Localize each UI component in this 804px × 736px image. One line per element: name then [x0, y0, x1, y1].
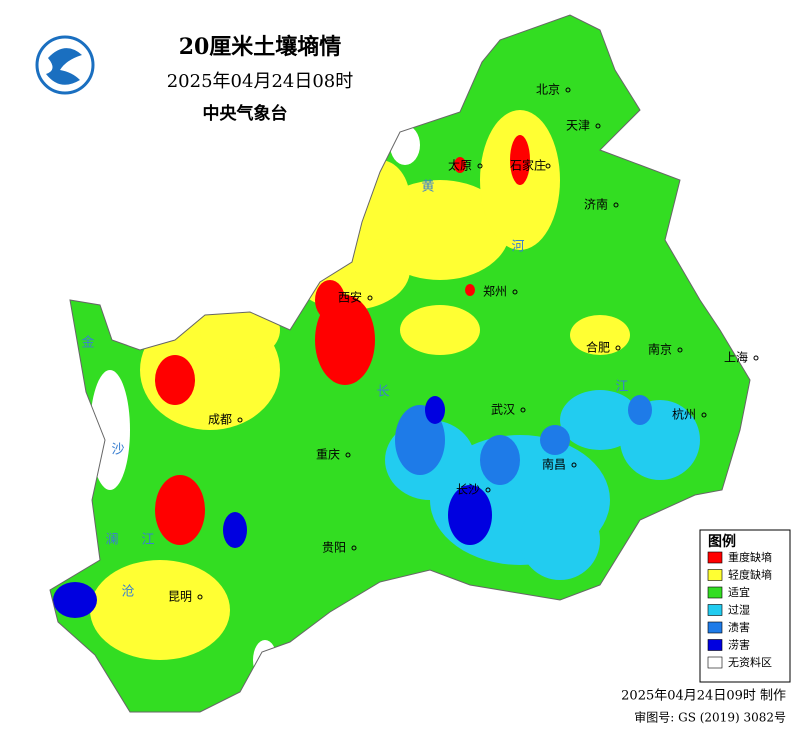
agency: 中央气象台 — [203, 103, 288, 124]
city-label: 太原 — [448, 158, 472, 173]
too-wet — [560, 390, 640, 450]
too-wet — [520, 500, 600, 580]
city-label: 成都 — [208, 413, 232, 427]
city-dot — [753, 355, 759, 361]
severe-drought — [155, 475, 205, 545]
city-dot — [367, 295, 373, 301]
city-dot — [520, 407, 526, 413]
city-dot — [613, 202, 619, 208]
city-dot — [701, 412, 707, 418]
city-dot — [477, 163, 483, 169]
river-label: 黄 — [421, 180, 434, 195]
severe-drought — [465, 284, 475, 296]
river-label: 澜 — [105, 533, 118, 548]
city-label: 长沙 — [456, 483, 480, 497]
review-number: 审图号: GS (2019) 3082号 — [634, 710, 786, 725]
river-label: 沙 — [111, 443, 124, 458]
flooding — [448, 485, 492, 545]
city-dot — [595, 123, 601, 129]
logo — [35, 35, 95, 95]
light-drought — [400, 305, 480, 355]
city-label: 北京 — [536, 83, 560, 97]
city-label: 石家庄 — [510, 158, 546, 173]
severe-drought — [315, 280, 345, 320]
severe-drought — [155, 355, 195, 405]
city-dot — [565, 87, 571, 93]
city-dot — [197, 594, 203, 600]
severe-drought — [454, 157, 466, 173]
waterlogging — [540, 425, 570, 455]
city-dot — [545, 163, 551, 169]
city-label: 重庆 — [316, 448, 340, 462]
city-dot — [237, 417, 243, 423]
city-label: 杭州 — [672, 407, 696, 422]
legend-swatch — [707, 621, 723, 634]
title: 20厘米土壤墒情 — [179, 34, 342, 60]
legend-label: 适宜 — [728, 585, 750, 599]
legend-swatch — [707, 639, 723, 651]
city-label: 合肥 — [586, 340, 610, 355]
city-label: 南京 — [648, 342, 672, 357]
waterlogging — [628, 395, 652, 425]
city-label: 南昌 — [542, 457, 566, 472]
legend-label: 涝害 — [728, 638, 750, 652]
legend-swatch — [707, 551, 723, 564]
river-label: 江 — [615, 380, 628, 395]
city-dot — [571, 462, 577, 468]
river-label: 沧 — [121, 584, 134, 600]
legend-label: 重度缺墒 — [728, 550, 772, 564]
severe-drought — [510, 135, 530, 185]
date: 2025年04月24日08时 — [167, 71, 354, 92]
city-label: 济南 — [584, 197, 608, 212]
city-dot — [677, 347, 683, 353]
legend-title: 图例 — [708, 533, 736, 550]
made-note: 2025年04月24日09时 制作 — [621, 689, 786, 704]
city-dot — [351, 545, 357, 551]
legend-swatch — [707, 569, 723, 581]
river-label: 金 — [81, 335, 94, 351]
legend-swatch — [707, 656, 723, 669]
legend-label: 轻度缺墒 — [728, 568, 772, 582]
city-label: 天津 — [566, 119, 590, 133]
city-label: 上海 — [724, 350, 748, 365]
river-label: 长 — [376, 385, 389, 400]
city-label: 贵阳 — [322, 541, 346, 555]
legend-label: 渍害 — [728, 620, 750, 634]
legend-label: 过湿 — [728, 604, 750, 617]
city-dot — [512, 289, 518, 295]
waterlogging — [480, 435, 520, 485]
river-label: 江 — [141, 533, 154, 548]
legend-swatch — [707, 604, 723, 616]
legend-label: 无资料区 — [728, 655, 772, 669]
city-dot — [345, 452, 351, 458]
river-label: 河 — [511, 240, 524, 255]
legend-swatch — [707, 586, 723, 599]
city-dot — [485, 487, 491, 493]
city-label: 西安 — [338, 290, 362, 305]
city-label: 武汉 — [491, 403, 515, 417]
city-label: 昆明 — [168, 590, 192, 604]
flooding — [425, 396, 445, 424]
city-label: 郑州 — [483, 284, 507, 299]
flooding — [223, 512, 247, 548]
city-dot — [615, 345, 621, 351]
light-drought — [570, 315, 630, 355]
light-drought — [90, 560, 230, 660]
flooding — [53, 582, 97, 618]
